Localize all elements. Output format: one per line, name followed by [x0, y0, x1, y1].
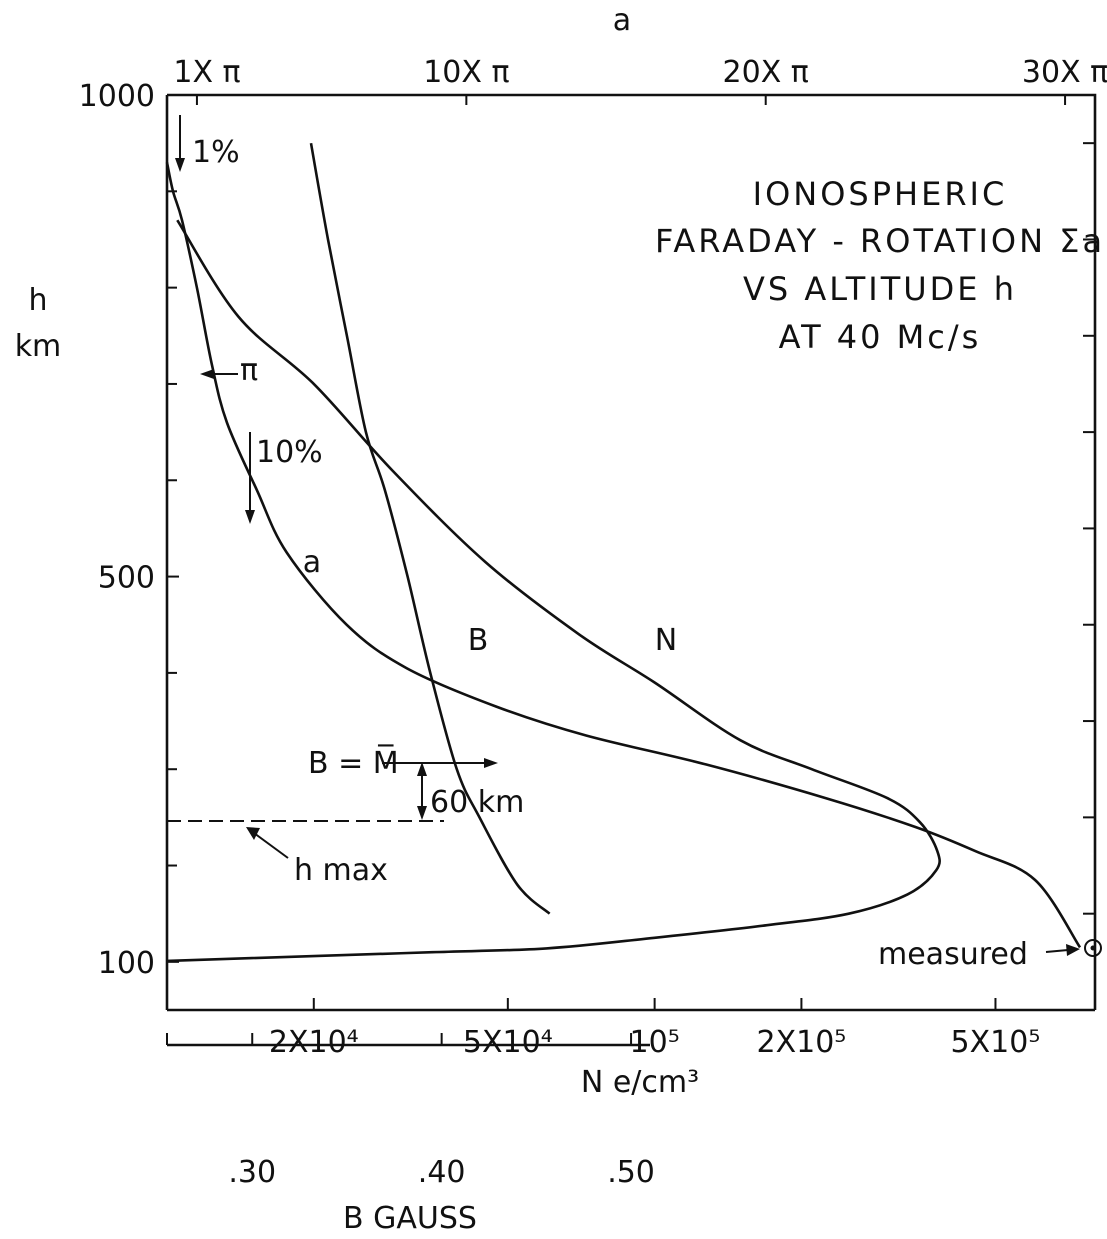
curves — [165, 142, 1082, 963]
ylabel-h: h — [28, 283, 47, 318]
series-line-a — [165, 162, 1082, 949]
arrow-measured-head — [1066, 944, 1080, 956]
arrow-measured-shaft — [1045, 949, 1069, 953]
gauss-axis-label: B GAUSS — [343, 1201, 477, 1236]
chart-frame — [165, 93, 1097, 1047]
plot-border-top-right — [167, 93, 1097, 1010]
top-tick-label-30: 30X π — [1022, 55, 1107, 90]
top-tick-label-10: 10X π — [423, 55, 509, 90]
annotation-60km: 60 km — [430, 785, 524, 820]
y-tick-label-500: 500 — [98, 561, 155, 596]
series-label-a: a — [303, 545, 321, 580]
arrow-b-m-head — [484, 758, 498, 768]
top-tick-label-20: 20X π — [723, 55, 809, 90]
top-axis-label: a — [613, 3, 631, 38]
gauss-tick-label-0.3: .30 — [228, 1155, 276, 1190]
bottom-tick-label-500000: 5X10⁵ — [951, 1025, 1041, 1060]
bottom-axis-label: N e/cm³ — [581, 1065, 699, 1100]
title-line-3: VS ALTITUDE h — [743, 270, 1017, 308]
arrow-1pct-head — [175, 158, 185, 172]
annotation-pi: π — [240, 353, 258, 388]
bottom-tick-label-20000: 2X10⁴ — [269, 1025, 359, 1060]
axis-ticks: 1000 500 100 1X π 10X π 20X π 30X π 2X10⁴ 5X10⁴ 1… — [79, 55, 1107, 1190]
title-line-4: AT 40 Mc/s — [779, 318, 982, 356]
bracket-60km-head-bottom — [417, 806, 427, 820]
gauss-tick-label-0.5: .50 — [607, 1155, 655, 1190]
y-tick-label-100: 100 — [98, 946, 155, 981]
title-line-1: IONOSPHERIC — [753, 175, 1008, 213]
series-label-N: N — [655, 623, 677, 658]
title-line-2: FARADAY - ROTATION Σa — [655, 222, 1105, 260]
bracket-60km-head-top — [417, 762, 427, 776]
arrow-pi-head — [200, 369, 214, 379]
annotation-b-m: B = M̅ — [308, 744, 399, 781]
measured-point-dot — [1090, 945, 1096, 951]
arrow-hmax-head — [246, 827, 260, 840]
ylabel-km: km — [15, 329, 62, 364]
series-line-N — [166, 219, 941, 963]
gauss-tick-label-0.4: .40 — [418, 1155, 466, 1190]
measured-point-ring — [1084, 939, 1102, 957]
bottom-tick-label-100000: 10⁵ — [630, 1025, 680, 1060]
y-tick-label-1000: 1000 — [79, 79, 155, 114]
annotation-10pct: 10% — [256, 435, 323, 470]
top-tick-label-1: 1X π — [173, 55, 240, 90]
bottom-tick-label-200000: 2X10⁵ — [756, 1025, 846, 1060]
arrow-hmax-shaft — [253, 832, 289, 859]
series-label-B: B — [468, 623, 489, 658]
bottom-tick-label-50000: 5X10⁴ — [463, 1025, 553, 1060]
annotations — [167, 115, 1102, 957]
arrow-10pct-head — [245, 510, 255, 524]
annotation-hmax: h max — [294, 853, 388, 888]
annotation-1pct: 1% — [192, 135, 240, 170]
annotation-measured: measured — [878, 937, 1028, 972]
series-line-B — [309, 142, 551, 915]
